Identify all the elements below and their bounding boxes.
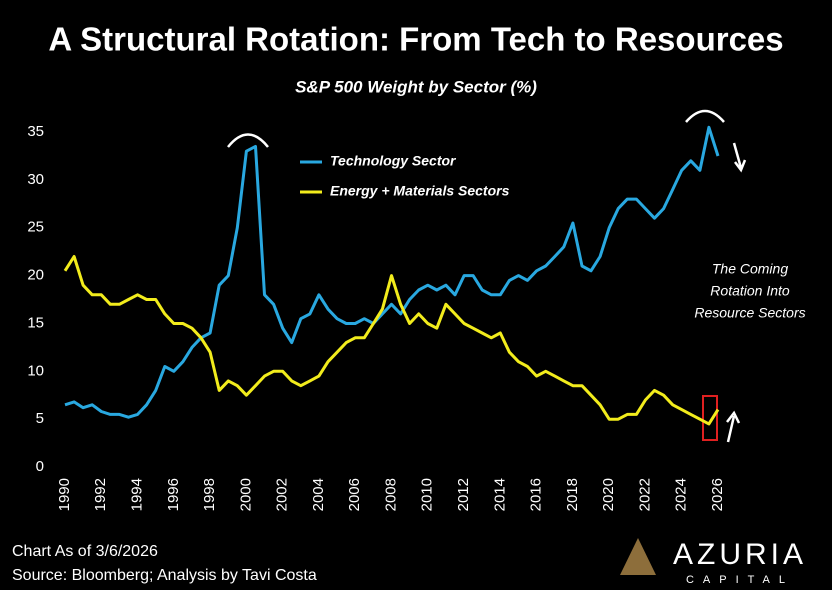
x-tick-label: 2010 bbox=[419, 478, 436, 511]
annotation: Resource Sectors bbox=[694, 305, 805, 321]
decorations bbox=[227, 109, 747, 443]
x-tick-label: 1990 bbox=[56, 478, 73, 511]
x-tick-label: 2022 bbox=[636, 478, 653, 511]
y-tick-label: 15 bbox=[27, 314, 44, 331]
x-tick-label: 2018 bbox=[564, 478, 581, 511]
logo: AZURIA CAPITAL bbox=[620, 538, 807, 586]
x-tick-label: 2004 bbox=[310, 478, 327, 511]
x-tick-label: 1992 bbox=[92, 478, 109, 511]
x-tick-label: 2008 bbox=[382, 478, 399, 511]
annotation: The Coming bbox=[712, 261, 788, 277]
x-tick-label: 2016 bbox=[528, 478, 545, 511]
x-tick-label: 1996 bbox=[165, 478, 182, 511]
highlight-box bbox=[702, 395, 718, 441]
x-tick-label: 1994 bbox=[129, 478, 146, 511]
x-tick-label: 1998 bbox=[201, 478, 218, 511]
x-tick-label: 2014 bbox=[491, 478, 508, 511]
legend-label: Technology Sector bbox=[330, 153, 457, 169]
y-tick-label: 30 bbox=[27, 171, 44, 188]
footnote: Source: Bloomberg; Analysis by Tavi Cost… bbox=[12, 567, 317, 584]
down-arrow bbox=[732, 142, 747, 173]
chart-title: A Structural Rotation: From Tech to Reso… bbox=[48, 21, 783, 58]
x-tick-label: 2026 bbox=[709, 478, 726, 511]
x-tick-label: 2012 bbox=[455, 478, 472, 511]
y-tick-label: 0 bbox=[36, 458, 44, 475]
x-tick-label: 2024 bbox=[673, 478, 690, 511]
y-tick-label: 25 bbox=[27, 219, 44, 236]
y-tick-label: 35 bbox=[27, 123, 44, 140]
chart-subtitle: S&P 500 Weight by Sector (%) bbox=[295, 77, 537, 96]
legend-label: Energy + Materials Sectors bbox=[330, 183, 510, 199]
x-tick-label: 2000 bbox=[237, 478, 254, 511]
x-tick-label: 2020 bbox=[600, 478, 617, 511]
footnote: Chart As of 3/6/2026 bbox=[12, 543, 158, 560]
annotation: Rotation Into bbox=[710, 283, 790, 299]
peak-arc bbox=[685, 109, 725, 123]
y-tick-label: 10 bbox=[27, 362, 44, 379]
y-tick-label: 20 bbox=[27, 267, 44, 284]
series-line bbox=[63, 255, 720, 426]
up-arrow bbox=[726, 410, 741, 443]
peak-arc bbox=[227, 133, 269, 148]
y-tick-label: 5 bbox=[36, 410, 44, 427]
x-tick-label: 2006 bbox=[346, 478, 363, 511]
logo-sub: CAPITAL bbox=[686, 574, 794, 586]
x-tick-label: 2002 bbox=[274, 478, 291, 511]
series-line bbox=[64, 125, 720, 419]
logo-name: AZURIA bbox=[673, 538, 807, 571]
